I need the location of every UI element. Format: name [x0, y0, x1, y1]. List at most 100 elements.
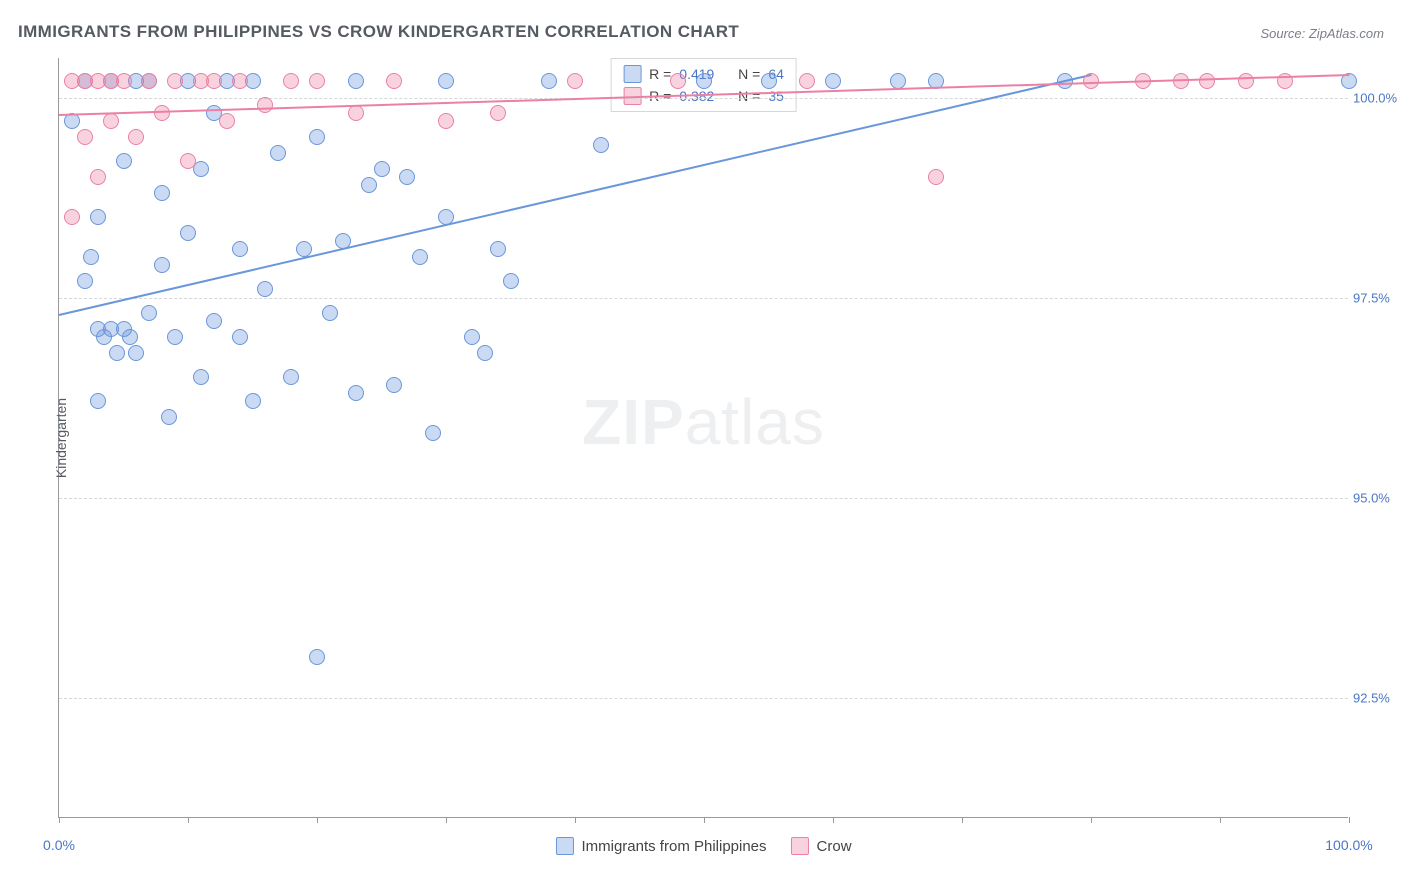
data-point [890, 73, 906, 89]
data-point [116, 73, 132, 89]
ytick-label: 92.5% [1353, 691, 1406, 706]
xtick-label: 100.0% [1325, 837, 1372, 853]
series-swatch-1 [623, 65, 641, 83]
legend-item-1: Immigrants from Philippines [555, 837, 766, 855]
data-point [128, 345, 144, 361]
data-point [670, 73, 686, 89]
xtick [575, 817, 576, 823]
data-point [77, 273, 93, 289]
xtick [1091, 817, 1092, 823]
watermark-part2: atlas [685, 386, 825, 458]
xtick [833, 817, 834, 823]
ytick-label: 95.0% [1353, 491, 1406, 506]
gridline-h [59, 98, 1348, 99]
chart-container: IMMIGRANTS FROM PHILIPPINES VS CROW KIND… [0, 0, 1406, 892]
data-point [206, 73, 222, 89]
data-point [90, 169, 106, 185]
data-point [232, 329, 248, 345]
data-point [1238, 73, 1254, 89]
data-point [425, 425, 441, 441]
data-point [77, 129, 93, 145]
n-label: N = [738, 66, 760, 82]
data-point [309, 73, 325, 89]
n-value-2: 35 [768, 88, 784, 104]
data-point [1057, 73, 1073, 89]
xtick [317, 817, 318, 823]
data-point [541, 73, 557, 89]
gridline-h [59, 498, 1348, 499]
data-point [206, 313, 222, 329]
ytick-label: 100.0% [1353, 91, 1406, 106]
data-point [232, 73, 248, 89]
data-point [322, 305, 338, 321]
data-point [232, 241, 248, 257]
data-point [296, 241, 312, 257]
data-point [257, 97, 273, 113]
data-point [361, 177, 377, 193]
data-point [567, 73, 583, 89]
data-point [90, 209, 106, 225]
data-point [180, 153, 196, 169]
source-prefix: Source: [1260, 26, 1308, 41]
data-point [386, 377, 402, 393]
data-point [799, 73, 815, 89]
plot-area: Kindergarten ZIPatlas R = 0.419 N = 64 R… [58, 58, 1348, 818]
data-point [154, 185, 170, 201]
data-point [348, 105, 364, 121]
data-point [1083, 73, 1099, 89]
data-point [270, 145, 286, 161]
data-point [438, 113, 454, 129]
series-legend: Immigrants from Philippines Crow [555, 837, 851, 855]
data-point [154, 257, 170, 273]
gridline-h [59, 298, 1348, 299]
data-point [1135, 73, 1151, 89]
xtick [704, 817, 705, 823]
watermark: ZIPatlas [582, 385, 825, 459]
data-point [283, 369, 299, 385]
data-point [219, 113, 235, 129]
data-point [490, 105, 506, 121]
data-point [593, 137, 609, 153]
legend-label-2: Crow [817, 838, 852, 855]
data-point [90, 393, 106, 409]
data-point [399, 169, 415, 185]
data-point [490, 241, 506, 257]
xtick [59, 817, 60, 823]
y-axis-title: Kindergarten [53, 397, 69, 477]
data-point [116, 153, 132, 169]
data-point [167, 73, 183, 89]
data-point [696, 73, 712, 89]
legend-swatch-2 [791, 837, 809, 855]
data-point [477, 345, 493, 361]
data-point [348, 73, 364, 89]
data-point [438, 73, 454, 89]
data-point [1199, 73, 1215, 89]
data-point [167, 329, 183, 345]
source-name: ZipAtlas.com [1309, 26, 1384, 41]
data-point [180, 225, 196, 241]
data-point [386, 73, 402, 89]
source-attribution: Source: ZipAtlas.com [1260, 26, 1384, 41]
xtick [962, 817, 963, 823]
xtick [188, 817, 189, 823]
xtick [1220, 817, 1221, 823]
data-point [1277, 73, 1293, 89]
data-point [761, 73, 777, 89]
data-point [245, 393, 261, 409]
data-point [348, 385, 364, 401]
data-point [464, 329, 480, 345]
data-point [83, 249, 99, 265]
n-label: N = [738, 88, 760, 104]
legend-label-1: Immigrants from Philippines [581, 838, 766, 855]
data-point [412, 249, 428, 265]
data-point [257, 281, 273, 297]
data-point [154, 105, 170, 121]
data-point [161, 409, 177, 425]
data-point [309, 649, 325, 665]
data-point [122, 329, 138, 345]
data-point [438, 209, 454, 225]
data-point [109, 345, 125, 361]
data-point [103, 113, 119, 129]
gridline-h [59, 698, 1348, 699]
xtick [1349, 817, 1350, 823]
